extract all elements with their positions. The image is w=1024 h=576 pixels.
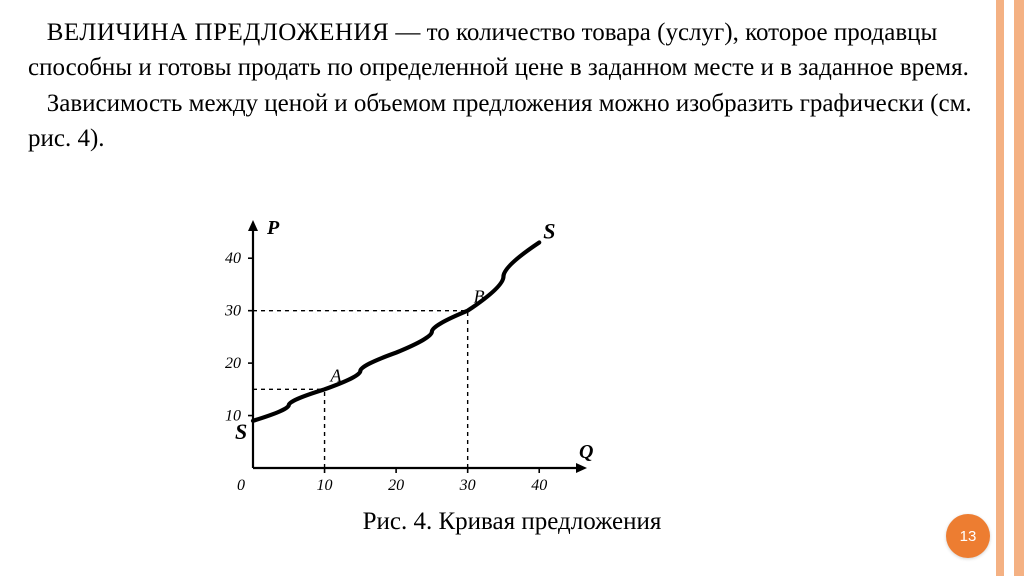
body-text: ВЕЛИЧИНА ПРЕДЛОЖЕНИЯ — то количество тов… <box>28 16 974 158</box>
svg-text:10: 10 <box>317 477 333 494</box>
svg-text:S: S <box>235 419 247 444</box>
svg-text:20: 20 <box>225 355 241 372</box>
decor-stripe-gap <box>1004 0 1014 576</box>
svg-text:S: S <box>543 218 555 243</box>
svg-text:A: A <box>330 365 343 385</box>
supply-curve-chart: 01020304010203040ABSSPQ <box>195 218 595 508</box>
svg-text:P: P <box>266 218 280 239</box>
figure-caption: Рис. 4. Кривая предложения <box>0 508 1024 536</box>
svg-text:Q: Q <box>579 441 593 463</box>
page-number-badge: 13 <box>946 514 990 558</box>
page-number: 13 <box>960 528 977 545</box>
svg-text:B: B <box>474 287 485 307</box>
svg-text:30: 30 <box>224 303 241 320</box>
svg-text:40: 40 <box>225 250 241 267</box>
svg-text:30: 30 <box>459 477 476 494</box>
svg-text:40: 40 <box>531 477 547 494</box>
paragraph-definition: ВЕЛИЧИНА ПРЕДЛОЖЕНИЯ — то количество тов… <box>28 16 974 85</box>
svg-text:0: 0 <box>237 477 245 494</box>
svg-text:20: 20 <box>388 477 404 494</box>
paragraph-graph-ref: Зависимость между ценой и объемом предло… <box>28 87 974 156</box>
